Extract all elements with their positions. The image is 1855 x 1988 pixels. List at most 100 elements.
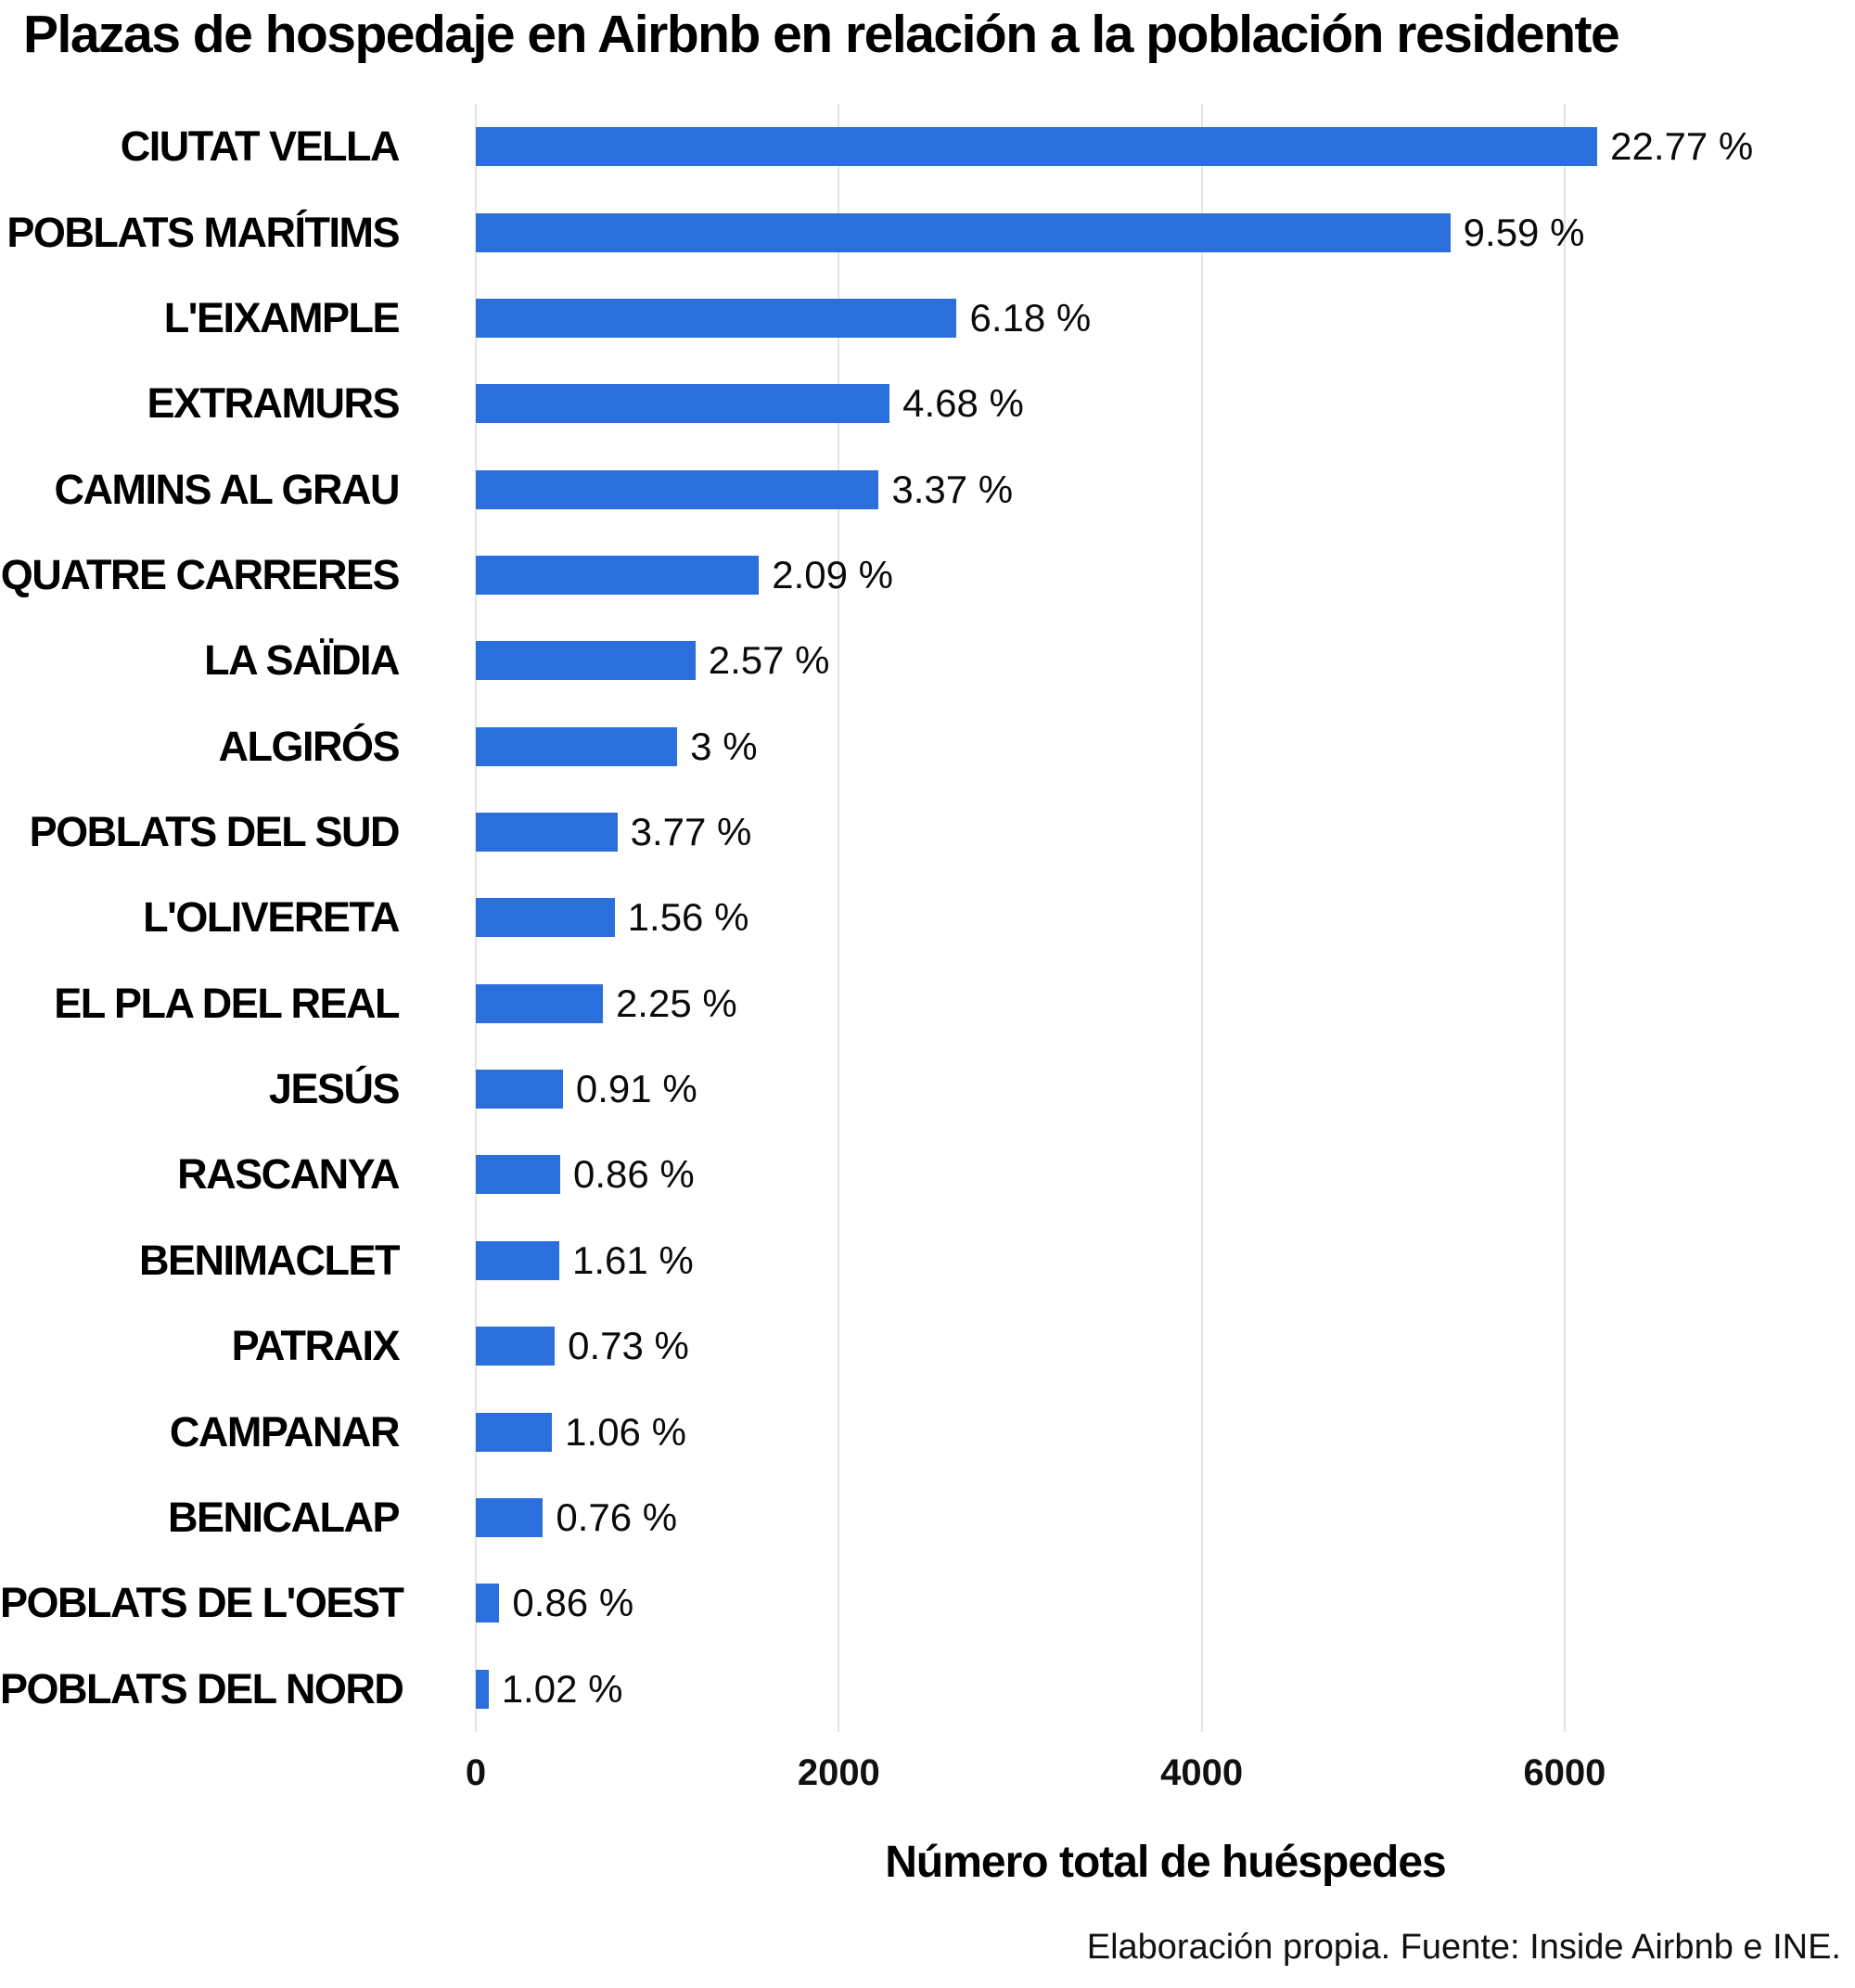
bar (476, 127, 1598, 167)
bar-row: PATRAIX 0.73 % (0, 1303, 1855, 1389)
bar-value-label: 22.77 % (1610, 124, 1754, 169)
category-label: JESÚS (268, 1065, 401, 1113)
bar-track: 22.77 % (476, 124, 1855, 169)
bar (476, 555, 760, 595)
bar-track: 1.06 % (476, 1410, 1855, 1455)
bar-track: 2.57 % (476, 638, 1855, 683)
chart-title: Plazas de hospedaje en Airbnb en relació… (23, 5, 1620, 64)
bar (476, 298, 957, 338)
bar-row: POBLATS DE L'OEST 0.86 % (0, 1560, 1855, 1646)
category-label: POBLATS DEL SUD (29, 808, 401, 856)
bar (476, 813, 618, 853)
bar-value-label: 0.91 % (575, 1067, 697, 1111)
category-label: EXTRAMURS (147, 379, 400, 428)
bar-rows: CIUTAT VELLA 22.77 % POBLATS MARÍTIMS 9.59 … (0, 104, 1855, 1732)
bar (476, 1327, 556, 1366)
bar-track: 1.02 % (476, 1667, 1855, 1712)
bar (476, 1070, 563, 1109)
category-label: PATRAIX (231, 1322, 401, 1370)
bar-track: 1.56 % (476, 895, 1855, 940)
bar-track: 6.18 % (476, 296, 1855, 340)
bar-row: JESÚS 0.91 % (0, 1046, 1855, 1132)
bar (476, 384, 890, 424)
bar (476, 726, 678, 766)
bar-value-label: 3 % (690, 724, 758, 768)
bar (476, 1497, 544, 1537)
bar (476, 641, 696, 681)
gridline (1563, 104, 1566, 1732)
bar-track: 4.68 % (476, 381, 1855, 426)
category-label: QUATRE CARRERES (0, 550, 401, 598)
category-label: CAMPANAR (169, 1407, 401, 1456)
bar-track: 0.86 % (476, 1581, 1855, 1625)
bar-value-label: 4.68 % (902, 381, 1024, 426)
x-tick-label: 2000 (797, 1752, 880, 1793)
source-note: Elaboración propia. Fuente: Inside Airbn… (1086, 1928, 1841, 1967)
bar-row: EL PLA DEL REAL 2.25 % (0, 961, 1855, 1046)
category-label: POBLATS MARÍTIMS (6, 208, 400, 256)
bar-track: 3.77 % (476, 810, 1855, 854)
bar-row: BENICALAP 0.76 % (0, 1475, 1855, 1560)
bar-value-label: 1.61 % (572, 1238, 694, 1282)
bar-row: POBLATS MARÍTIMS 9.59 % (0, 189, 1855, 275)
bar-value-label: 2.25 % (615, 981, 737, 1025)
category-label: EL PLA DEL REAL (54, 979, 400, 1027)
x-tick-label: 0 (465, 1752, 487, 1793)
category-label: CAMINS AL GRAU (54, 465, 401, 513)
bar-value-label: 0.86 % (512, 1581, 634, 1625)
category-label: POBLATS DE L'OEST (0, 1579, 404, 1627)
bar (476, 469, 879, 509)
bar (476, 1155, 560, 1195)
bar-row: LA SAÏDIA 2.57 % (0, 618, 1855, 703)
category-label: POBLATS DEL NORD (0, 1664, 404, 1712)
bar-track: 9.59 % (476, 211, 1855, 255)
bar-value-label: 3.37 % (891, 467, 1014, 511)
bar-value-label: 2.09 % (772, 552, 893, 596)
bar-row: L'EIXAMPLE 6.18 % (0, 276, 1855, 361)
bar-row: ALGIRÓS 3 % (0, 704, 1855, 789)
gridline (1200, 104, 1203, 1732)
bar (476, 898, 615, 938)
bar-value-label: 1.56 % (627, 895, 749, 940)
bar (476, 983, 603, 1023)
category-label: L'EIXAMPLE (163, 293, 401, 341)
bar-row: RASCANYA 0.86 % (0, 1132, 1855, 1217)
bar-track: 0.73 % (476, 1324, 1855, 1368)
bar-row: POBLATS DEL SUD 3.77 % (0, 789, 1855, 875)
bar (476, 1412, 553, 1452)
bar-value-label: 1.06 % (565, 1409, 686, 1454)
x-axis: 0 2000 4000 6000 (466, 1732, 1855, 1797)
bar-value-label: 3.77 % (630, 810, 752, 854)
bar-track: 0.91 % (476, 1067, 1855, 1111)
bar-track: 0.76 % (476, 1495, 1855, 1540)
bar (476, 212, 1451, 252)
category-label: L'OLIVERETA (143, 893, 400, 942)
bar-row: CAMINS AL GRAU 3.37 % (0, 446, 1855, 532)
bar-value-label: 9.59 % (1463, 210, 1585, 254)
bar-value-label: 1.02 % (501, 1666, 623, 1711)
bar-row: QUATRE CARRERES 2.09 % (0, 532, 1855, 618)
bar-row: L'OLIVERETA 1.56 % (0, 875, 1855, 960)
bar (476, 1240, 559, 1280)
bar-value-label: 0.76 % (556, 1494, 678, 1539)
category-label: BENICALAP (167, 1493, 401, 1541)
x-tick-label: 4000 (1160, 1752, 1244, 1793)
category-label: CIUTAT VELLA (120, 122, 401, 171)
category-label: LA SAÏDIA (204, 636, 400, 685)
bar-track: 1.61 % (476, 1238, 1855, 1283)
category-label: RASCANYA (177, 1150, 400, 1199)
bar-value-label: 6.18 % (969, 295, 1092, 340)
category-label: BENIMACLET (139, 1236, 400, 1284)
x-tick-label: 6000 (1523, 1752, 1606, 1793)
bar-row: BENIMACLET 1.61 % (0, 1218, 1855, 1303)
bar-value-label: 0.86 % (572, 1152, 695, 1197)
plot-area: CIUTAT VELLA 22.77 % POBLATS MARÍTIMS 9.59 … (0, 104, 1855, 1802)
bar (476, 1669, 489, 1709)
bar-value-label: 2.57 % (708, 638, 830, 683)
bar-track: 2.09 % (476, 553, 1855, 597)
bar-row: EXTRAMURS 4.68 % (0, 361, 1855, 446)
bar (476, 1584, 500, 1623)
bar-row: CAMPANAR 1.06 % (0, 1389, 1855, 1474)
bar-track: 3 % (476, 725, 1855, 769)
